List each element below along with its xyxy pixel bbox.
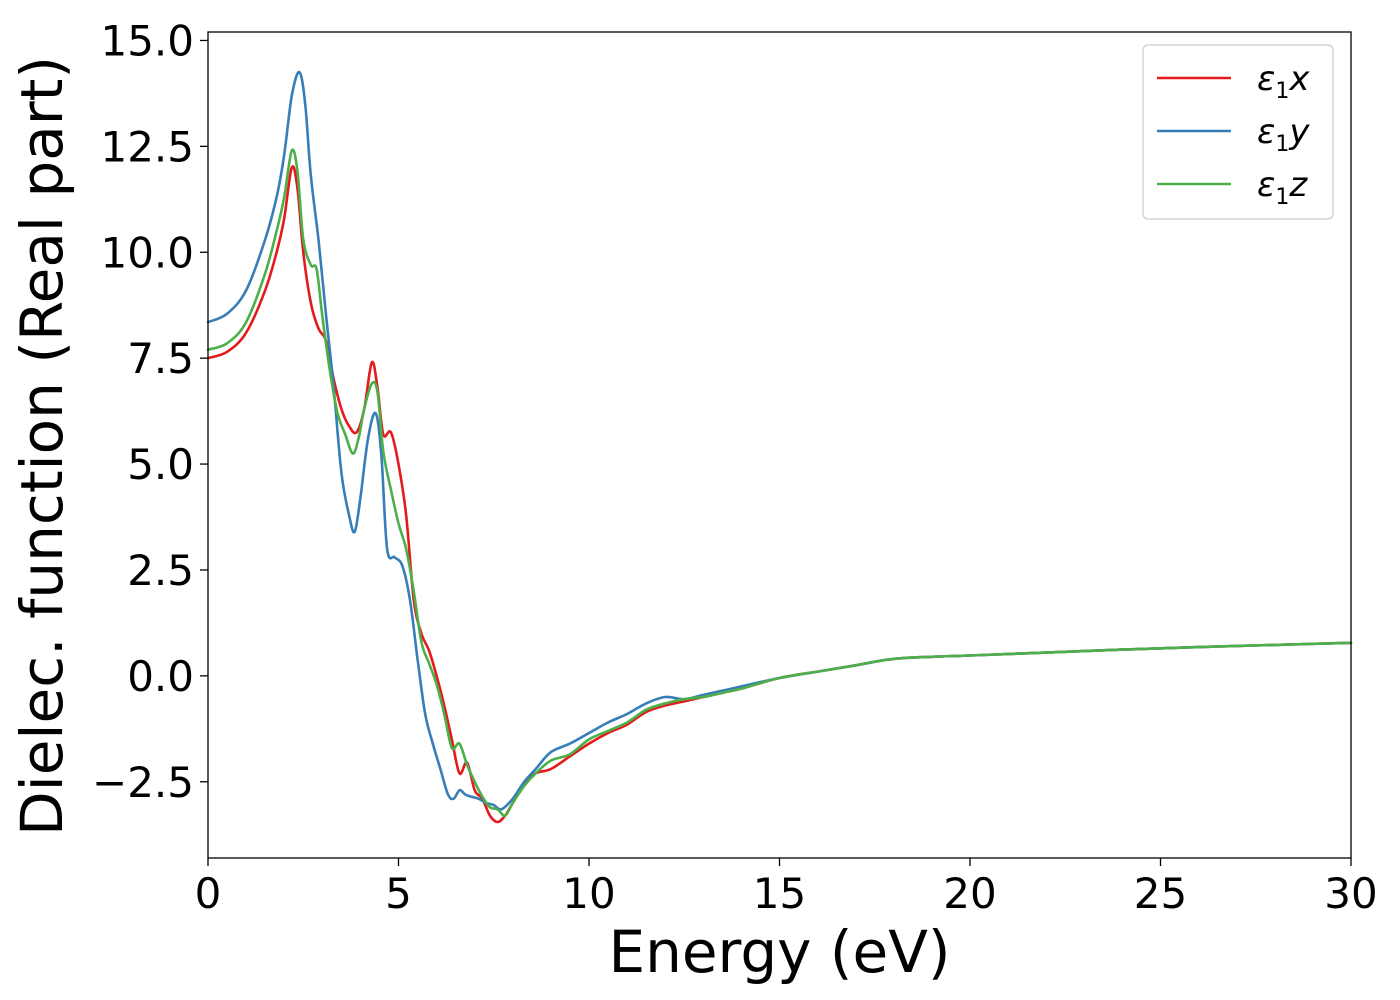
legend-box	[1142, 44, 1334, 220]
y-tick-label: 5.0	[127, 440, 194, 489]
x-tick-label: 20	[943, 869, 996, 918]
series-line-x	[206, 165, 1353, 824]
x-tick-label: 15	[753, 869, 806, 918]
y-tick-label: −2.5	[92, 758, 194, 807]
legend: ε1x ε1y ε1z	[1142, 44, 1334, 220]
x-tick-label: 10	[562, 869, 615, 918]
y-tick-label: 15.0	[100, 16, 194, 65]
plot-lines	[206, 70, 1353, 824]
x-tick-label: 30	[1324, 869, 1377, 918]
legend-label-z: ε1z	[1257, 165, 1308, 210]
y-tick-label: 0.0	[127, 652, 194, 701]
y-axis-label: Dielec. function (Real part)	[8, 56, 76, 836]
x-axis-ticks: 0 5 10 15 20 25 30	[195, 858, 1378, 918]
legend-label-y: ε1y	[1257, 112, 1310, 157]
x-axis-label: Energy (eV)	[608, 918, 950, 986]
y-tick-label: 2.5	[127, 546, 194, 595]
y-tick-label: 10.0	[100, 228, 194, 277]
x-tick-label: 25	[1134, 869, 1187, 918]
x-tick-label: 0	[195, 869, 222, 918]
series-line-z	[206, 148, 1353, 817]
x-tick-label: 5	[385, 869, 412, 918]
y-tick-label: 12.5	[100, 122, 194, 171]
legend-label-x: ε1x	[1257, 59, 1310, 104]
y-axis-ticks: −2.5 0.0 2.5 5.0 7.5 10.0 12.5 15.0	[92, 16, 208, 807]
y-tick-label: 7.5	[127, 334, 194, 383]
